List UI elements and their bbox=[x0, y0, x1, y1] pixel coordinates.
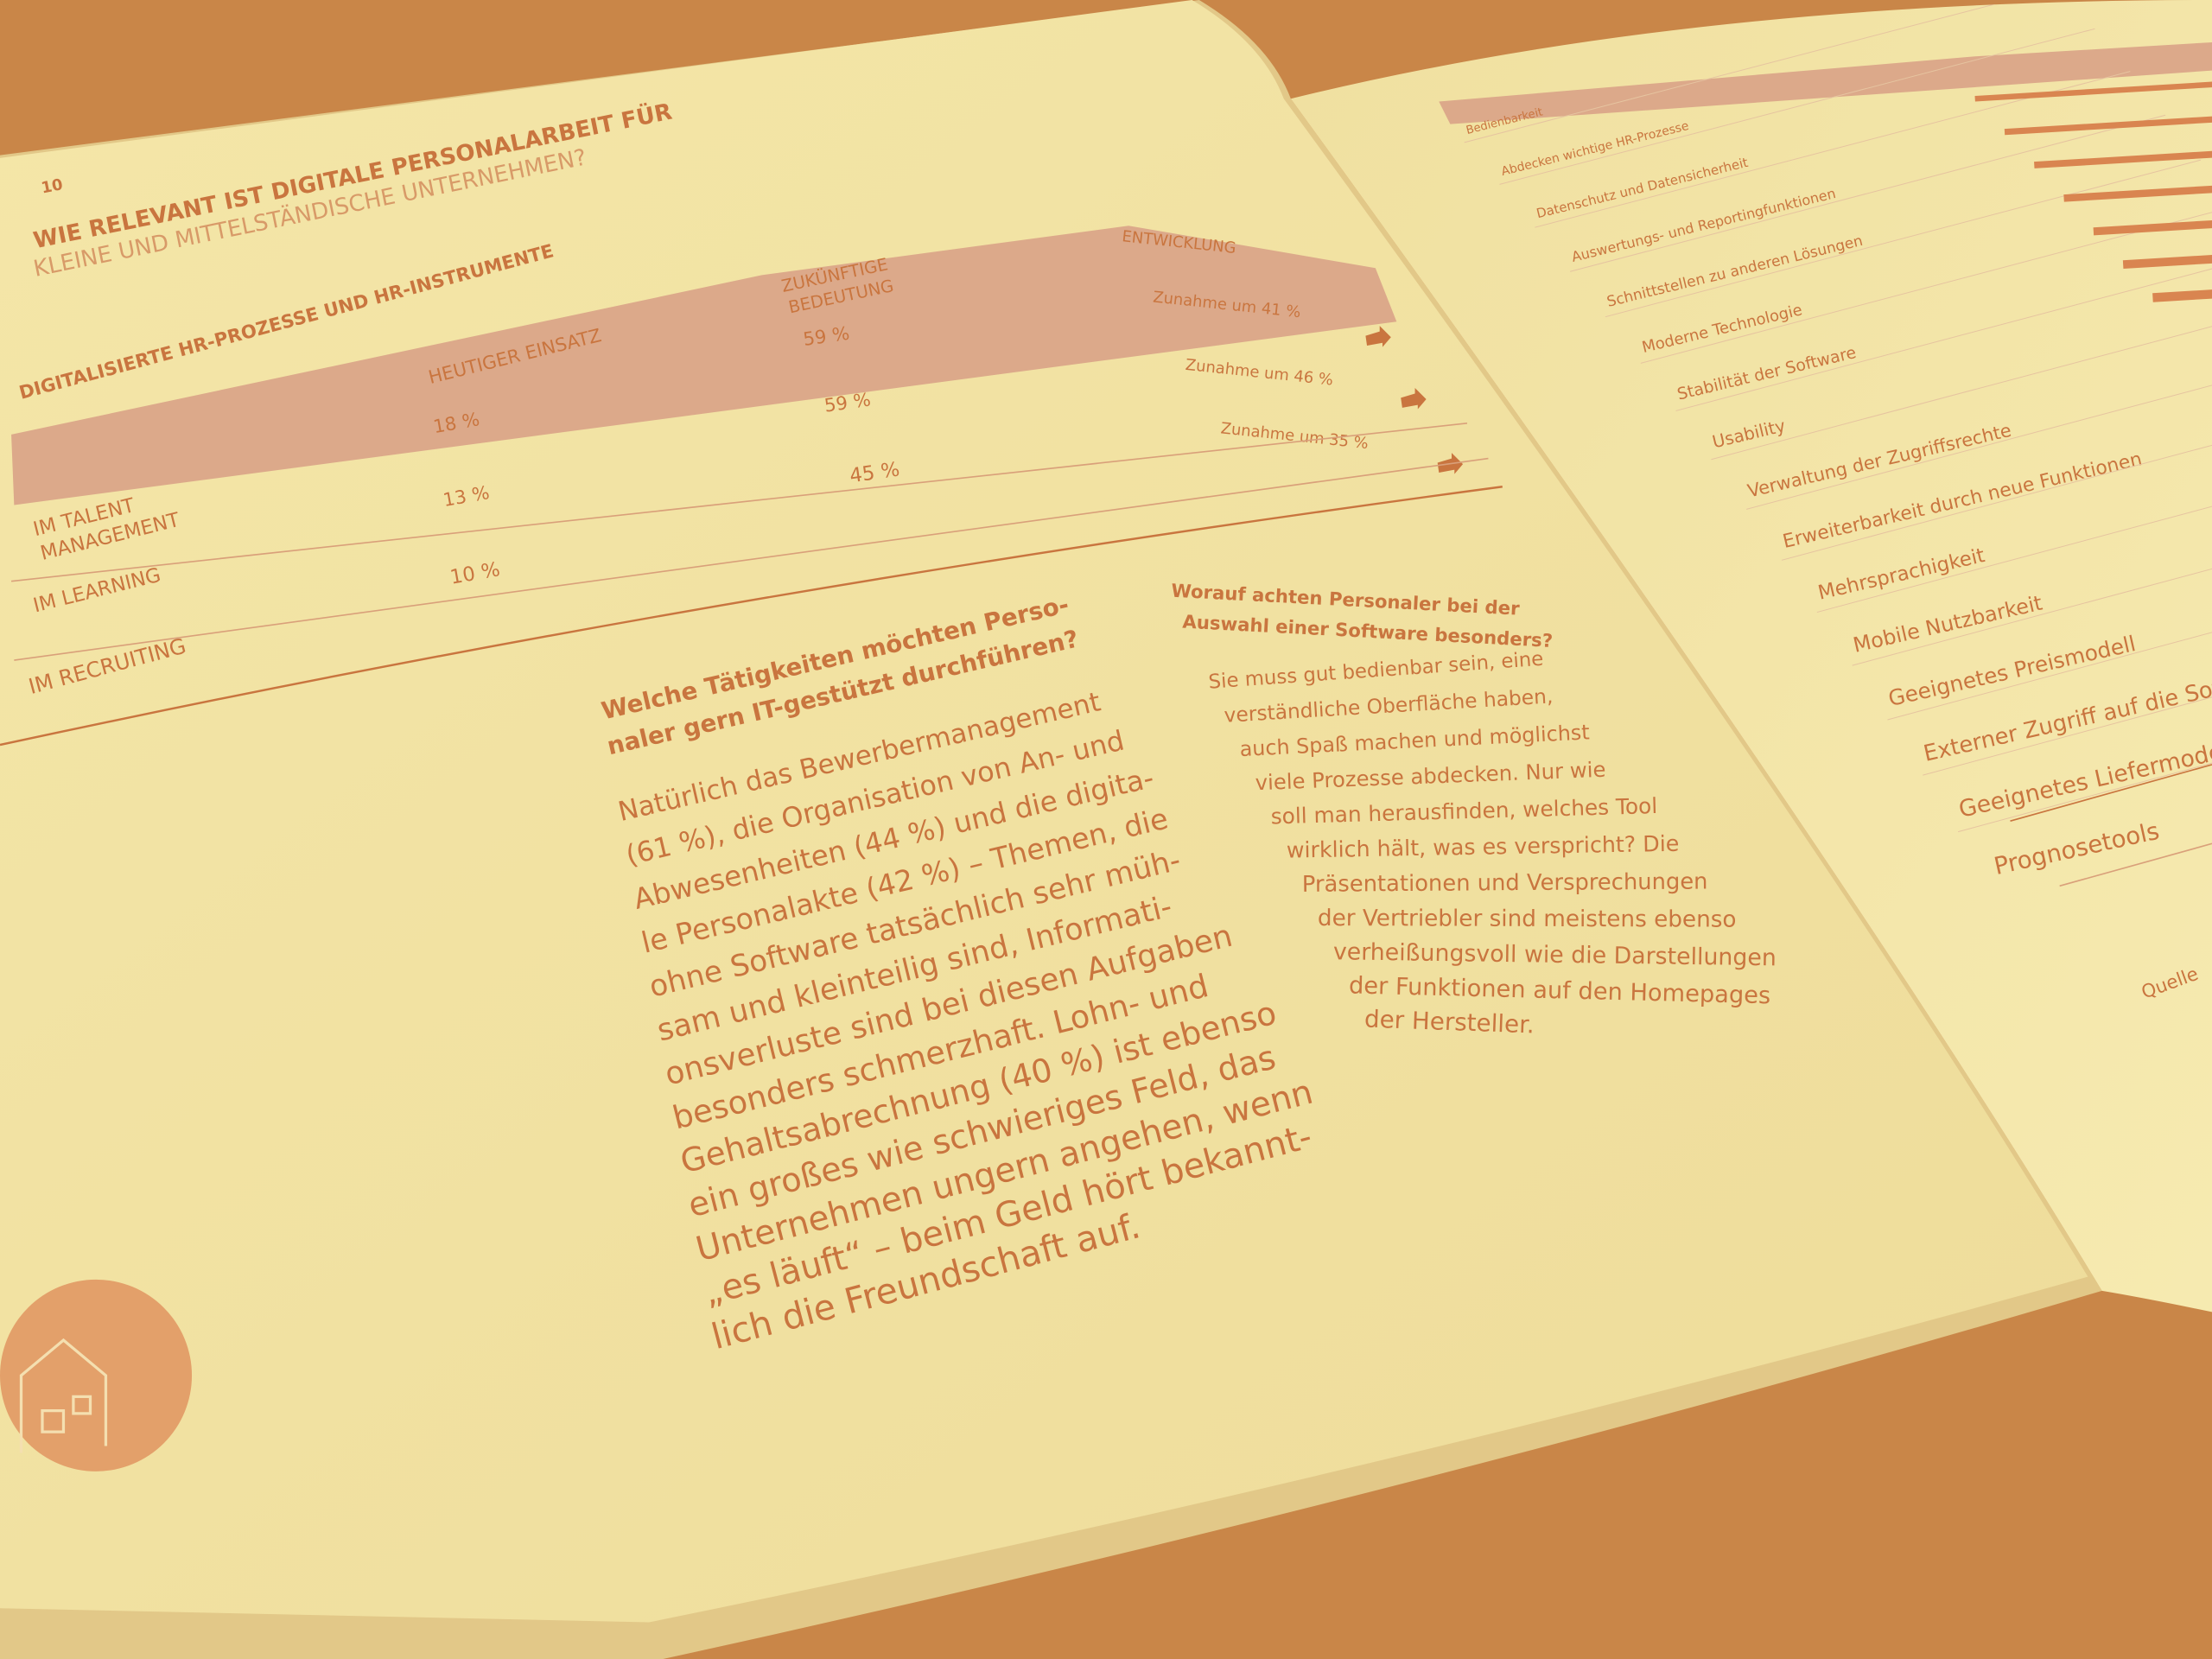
row-separator bbox=[1816, 452, 2212, 613]
separator bbox=[2010, 764, 2212, 822]
bar bbox=[2152, 279, 2212, 302]
article-line: verheißungsvoll wie die Darstellungen bbox=[1333, 938, 1777, 971]
row-separator bbox=[14, 457, 1489, 661]
row-separator bbox=[1499, 28, 2095, 185]
row-separator bbox=[10, 422, 1468, 582]
table-bottom-line bbox=[0, 486, 1503, 747]
page-number: 10 bbox=[40, 175, 65, 197]
row-separator bbox=[1605, 159, 2202, 318]
article-line: der Vertriebler sind meistens ebenso bbox=[1318, 906, 1737, 933]
row-separator bbox=[1675, 252, 2212, 411]
bar bbox=[2063, 177, 2212, 202]
table-header-band bbox=[11, 226, 1397, 505]
bar bbox=[2034, 143, 2212, 168]
row-separator bbox=[1852, 505, 2212, 666]
bar bbox=[2122, 246, 2212, 270]
row-separator bbox=[1923, 613, 2212, 776]
row-separator bbox=[1957, 670, 2212, 833]
house-icon bbox=[19, 1338, 108, 1453]
row-separator bbox=[1887, 559, 2212, 721]
row-separator bbox=[1570, 114, 2166, 272]
bar bbox=[2093, 212, 2212, 236]
emblem bbox=[0, 1279, 193, 1471]
separator bbox=[2059, 842, 2212, 887]
row-separator bbox=[1781, 400, 2212, 561]
row-separator bbox=[1464, 0, 2060, 143]
bar bbox=[2004, 108, 2212, 136]
bar bbox=[1974, 75, 2212, 102]
right-page bbox=[1290, 0, 2212, 1313]
row-separator bbox=[1711, 301, 2212, 461]
article-line: der Hersteller. bbox=[1364, 1005, 1535, 1039]
arrow-icon bbox=[1401, 387, 1427, 410]
article-line: Präsentationen und Versprechungen bbox=[1302, 869, 1708, 898]
row-separator bbox=[1746, 350, 2212, 510]
chart-header-band bbox=[1439, 41, 2212, 124]
arrow-icon bbox=[1365, 326, 1391, 347]
